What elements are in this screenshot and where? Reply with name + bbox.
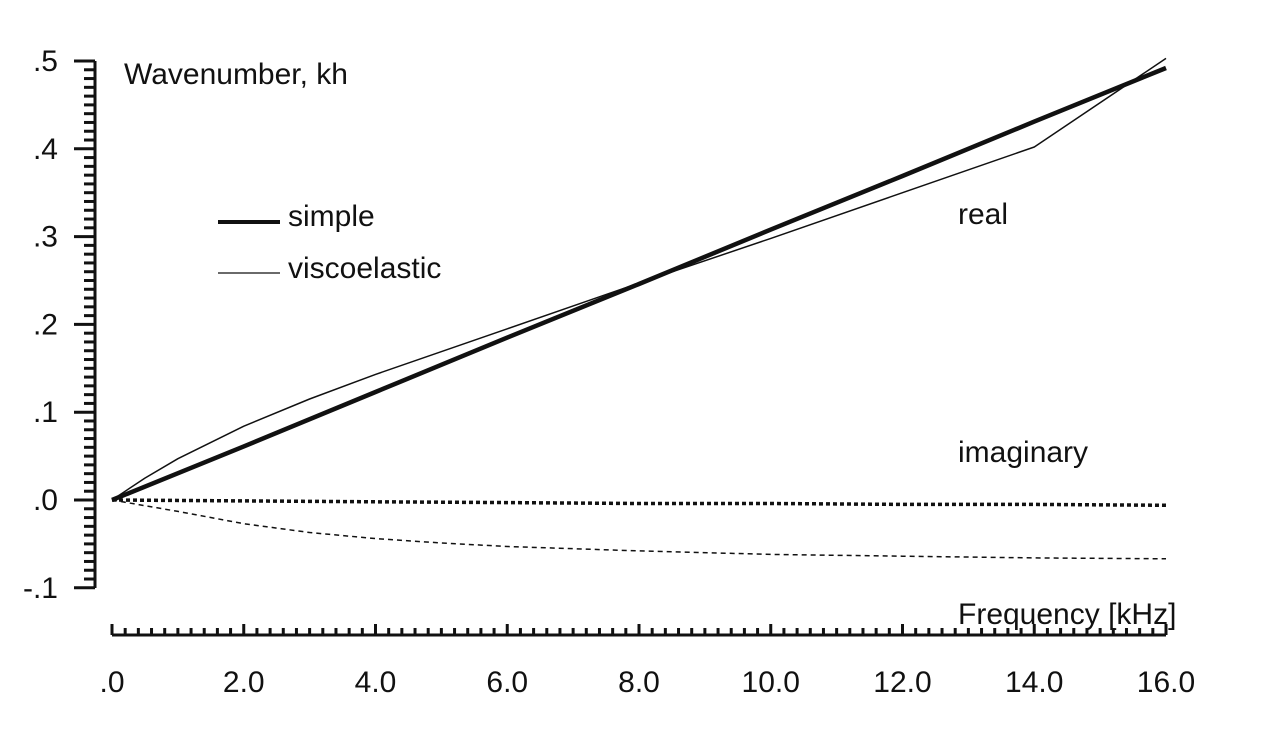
y-tick-label: .3 — [33, 221, 58, 254]
y-axis-label: Wavenumber, kh — [124, 58, 348, 91]
y-axis-ticks — [74, 59, 95, 590]
y-tick-label: .0 — [33, 484, 58, 517]
x-tick-label: 4.0 — [355, 666, 397, 699]
annotation-real: real — [958, 198, 1008, 231]
legend-label-simple: simple — [288, 200, 375, 233]
series-simple-imaginary — [111, 498, 1167, 508]
series-simple-real — [111, 65, 1167, 503]
y-tick-label: .1 — [33, 396, 58, 429]
x-tick-label: 6.0 — [486, 666, 528, 699]
x-tick-label: 8.0 — [618, 666, 660, 699]
y-tick-label: .2 — [33, 308, 58, 341]
y-tick-label: -.1 — [23, 572, 58, 605]
x-tick-label: 12.0 — [873, 666, 931, 699]
legend-label-viscoelastic: viscoelastic — [288, 252, 441, 285]
legend: simple viscoelastic — [218, 200, 441, 285]
y-tick-label: .4 — [33, 133, 58, 166]
data-series — [111, 57, 1167, 560]
x-axis-ticks — [110, 624, 1168, 635]
x-axis-tick-labels: .0 2.0 4.0 6.0 8.0 10.0 12.0 14.0 16.0 — [99, 666, 1195, 699]
annotation-imaginary: imaginary — [958, 436, 1088, 469]
x-tick-label: 16.0 — [1137, 666, 1195, 699]
x-axis-label: Frequency [kHz] — [958, 598, 1176, 631]
x-tick-label: 2.0 — [223, 666, 265, 699]
y-axis-tick-labels: .5 .4 .3 .2 .1 .0 -.1 — [23, 45, 58, 605]
series-viscoelastic-imaginary — [111, 499, 1167, 560]
x-tick-label: 10.0 — [742, 666, 800, 699]
series-viscoelastic-real — [111, 57, 1167, 501]
x-tick-label: 14.0 — [1005, 666, 1063, 699]
x-tick-label: .0 — [99, 666, 124, 699]
y-tick-label: .5 — [33, 45, 58, 78]
